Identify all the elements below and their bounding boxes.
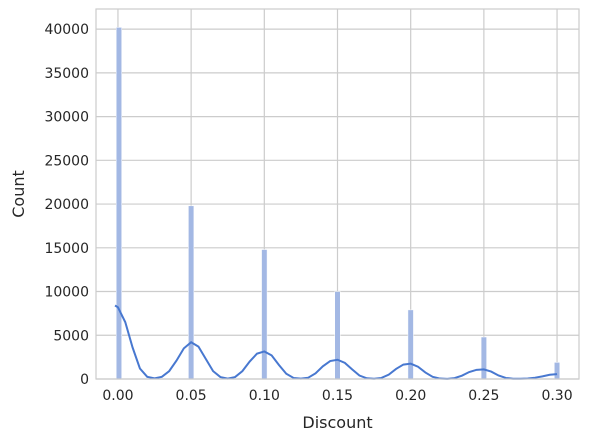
y-tick-label: 10000	[44, 285, 89, 301]
y-tick-label: 35000	[44, 66, 89, 82]
x-tick-label: 0.25	[468, 388, 499, 404]
y-tick-labels: 0 5000 10000 15000 20000 25000 30000 35000 40000	[44, 22, 89, 388]
y-tick-label: 30000	[44, 110, 89, 126]
grid-lines	[96, 9, 579, 380]
histogram-bar	[554, 362, 561, 380]
x-tick-label: 0.10	[249, 388, 280, 404]
y-tick-label: 25000	[44, 153, 89, 169]
x-tick-label: 0.15	[322, 388, 353, 404]
histogram-bar	[115, 27, 122, 380]
kde-curve	[114, 304, 558, 380]
y-tick-label: 5000	[53, 328, 89, 344]
histogram-bar	[334, 291, 341, 380]
x-tick-label: 0.00	[102, 388, 133, 404]
y-tick-label: 15000	[44, 241, 89, 257]
x-tick-labels: 0.00 0.05 0.10 0.15 0.20 0.25 0.30	[102, 388, 572, 404]
histogram-bar	[407, 309, 414, 380]
y-tick-label: 0	[80, 372, 89, 388]
histogram-bar	[480, 336, 487, 380]
x-tick-label: 0.05	[176, 388, 207, 404]
plot-frame	[95, 8, 580, 380]
y-tick-label: 20000	[44, 197, 89, 213]
y-tick-label: 40000	[44, 22, 89, 38]
histogram-bar	[188, 205, 195, 380]
x-axis-label: Discount	[302, 413, 372, 432]
histogram-bar	[261, 249, 268, 380]
x-tick-label: 0.20	[395, 388, 426, 404]
x-tick-label: 0.30	[541, 388, 572, 404]
y-axis-label: Count	[9, 170, 28, 218]
